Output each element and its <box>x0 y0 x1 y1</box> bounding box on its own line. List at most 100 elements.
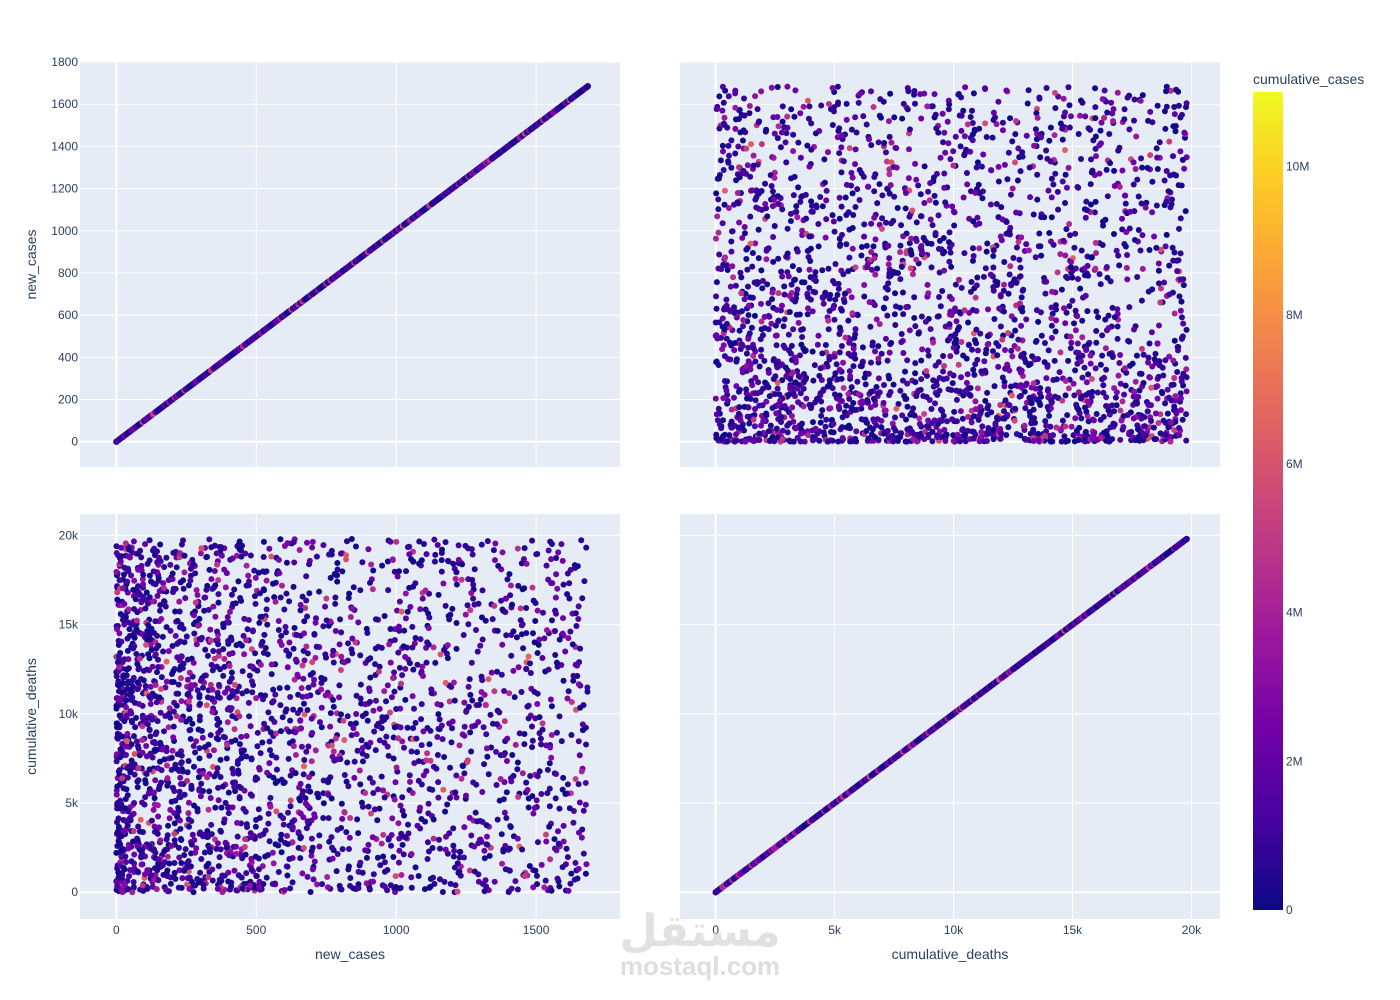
data-point <box>207 849 214 856</box>
data-point <box>1153 145 1160 152</box>
data-point <box>446 616 453 623</box>
data-point <box>142 777 149 784</box>
data-point <box>256 619 263 626</box>
data-point <box>875 139 882 146</box>
data-point <box>904 106 911 113</box>
data-point <box>1171 374 1178 381</box>
data-point <box>338 800 345 807</box>
data-point <box>1172 393 1179 400</box>
data-point <box>1003 219 1010 226</box>
data-point <box>961 133 968 140</box>
data-point <box>341 772 348 779</box>
data-point <box>859 344 866 351</box>
data-point <box>1062 377 1069 384</box>
data-point <box>363 625 370 632</box>
data-point <box>135 589 142 596</box>
data-point <box>746 420 753 427</box>
data-point <box>381 794 388 801</box>
data-point <box>923 393 930 400</box>
data-point <box>482 701 489 708</box>
data-point <box>1078 156 1085 163</box>
data-point <box>329 855 336 862</box>
data-point <box>527 670 534 677</box>
data-point <box>1068 259 1075 266</box>
data-point <box>1108 99 1115 106</box>
data-point <box>369 586 376 593</box>
data-point <box>513 634 520 641</box>
data-point <box>1144 408 1151 415</box>
data-point <box>947 353 954 360</box>
data-point <box>162 886 169 893</box>
data-point <box>1122 192 1129 199</box>
data-point <box>359 869 366 876</box>
data-point <box>843 412 850 419</box>
data-point <box>1117 351 1124 358</box>
data-point <box>1135 193 1142 200</box>
data-point <box>344 759 351 766</box>
data-point <box>226 651 233 658</box>
data-point <box>858 400 865 407</box>
data-point <box>301 657 308 664</box>
data-point <box>266 738 273 745</box>
data-point <box>779 377 786 384</box>
data-point <box>1154 154 1161 161</box>
data-point <box>893 405 900 412</box>
data-point <box>790 326 797 333</box>
data-point <box>779 103 786 110</box>
data-point <box>721 326 728 333</box>
data-point <box>932 199 939 206</box>
data-point <box>783 130 790 137</box>
data-point <box>878 424 885 431</box>
data-point <box>215 681 222 688</box>
data-point <box>904 403 911 410</box>
data-point <box>912 370 919 377</box>
data-point <box>327 574 334 581</box>
data-point <box>1065 385 1072 392</box>
data-point <box>953 318 960 325</box>
data-point <box>736 386 743 393</box>
data-point <box>464 602 471 609</box>
data-point <box>1068 264 1075 271</box>
data-point <box>743 256 750 263</box>
data-point <box>122 540 129 547</box>
data-point <box>163 658 170 665</box>
data-point <box>949 380 956 387</box>
data-point <box>1036 230 1043 237</box>
data-point <box>510 628 517 635</box>
data-point <box>799 279 806 286</box>
data-point <box>735 424 742 431</box>
data-point <box>1083 207 1090 214</box>
data-point <box>795 399 802 406</box>
data-point <box>165 724 172 731</box>
data-point <box>196 717 203 724</box>
data-point <box>160 580 167 587</box>
data-point <box>1018 294 1025 301</box>
data-point <box>1159 390 1166 397</box>
data-point <box>886 166 893 173</box>
data-point <box>1065 357 1072 364</box>
data-point <box>763 398 770 405</box>
data-point <box>297 717 304 724</box>
data-point <box>136 828 143 835</box>
data-point <box>852 204 859 211</box>
data-point <box>263 874 270 881</box>
data-point <box>739 342 746 349</box>
data-point <box>970 90 977 97</box>
data-point <box>171 859 178 866</box>
data-point <box>749 382 756 389</box>
data-point <box>395 820 402 827</box>
data-point <box>1099 96 1106 103</box>
data-point <box>306 590 313 597</box>
data-point <box>1019 287 1026 294</box>
data-point <box>818 412 825 419</box>
data-point <box>746 102 753 109</box>
data-point <box>850 363 857 370</box>
data-point <box>406 660 413 667</box>
data-point <box>1182 354 1189 361</box>
data-point <box>480 724 487 731</box>
data-point <box>922 318 929 325</box>
data-point <box>927 180 934 187</box>
data-point <box>1141 423 1148 430</box>
data-point <box>929 438 936 445</box>
data-point <box>1033 337 1040 344</box>
